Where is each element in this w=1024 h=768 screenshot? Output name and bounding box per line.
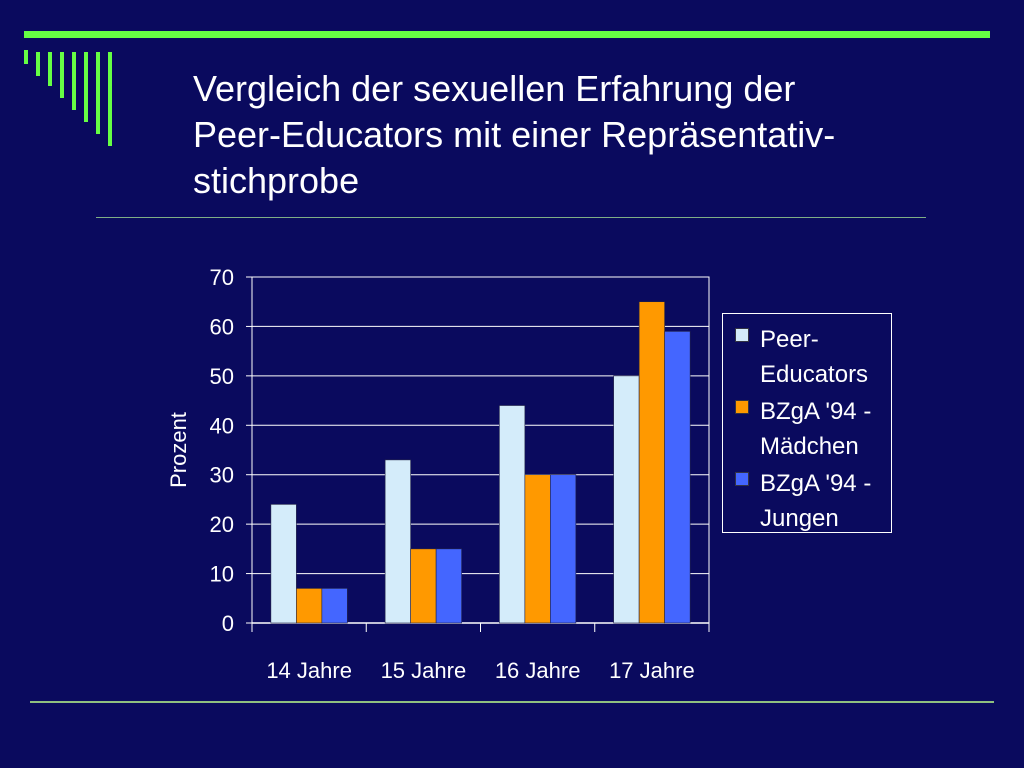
x-tick-label-1: 15 Jahre (381, 658, 467, 683)
y-tick-label-50: 50 (210, 364, 234, 389)
y-tick-label-40: 40 (210, 413, 234, 438)
legend-label-peer-educators: Peer-Educators (760, 326, 869, 388)
bar-s1-c1 (410, 548, 437, 624)
y-tick-label-20: 20 (210, 512, 234, 537)
chart-legend: Peer-Educators BZgA '94 - Mädchen BZgA '… (722, 313, 892, 533)
legend-label-bzga-jungen: BZgA '94 - Jungen (760, 470, 872, 532)
x-tick-label-3: 17 Jahre (609, 658, 695, 683)
x-tick-label-0: 14 Jahre (266, 658, 352, 683)
y-tick-label-30: 30 (210, 463, 234, 488)
bar-s1-c3 (638, 301, 665, 624)
title-line-3: stichprobe (193, 160, 360, 201)
bar-s2-c1 (435, 548, 462, 624)
y-tick-label-60: 60 (210, 314, 234, 339)
bar-s0-c0 (270, 504, 297, 624)
bar-s0-c1 (384, 459, 411, 624)
y-tick-label-0: 0 (222, 611, 234, 636)
bar-s1-c2 (524, 474, 551, 624)
y-tick-label-70: 70 (210, 265, 234, 290)
stripe-1 (24, 50, 28, 64)
bar-s2-c2 (550, 474, 577, 624)
title-line-2: Peer-Educators mit einer Repräsentativ- (193, 114, 836, 155)
stripe-2 (36, 52, 40, 76)
bar-s2-c3 (664, 331, 691, 624)
bar-s0-c3 (613, 375, 640, 624)
x-tick-label-2: 16 Jahre (495, 658, 581, 683)
y-axis-label: Prozent (166, 412, 191, 488)
stripe-3 (48, 52, 52, 86)
decorative-stripes (24, 50, 112, 146)
stripe-8 (108, 52, 112, 146)
bar-s2-c0 (321, 588, 348, 624)
stripe-5 (72, 52, 76, 110)
bar-s0-c2 (499, 405, 526, 624)
legend-label-bzga-maedchen: BZgA '94 - Mädchen (760, 398, 872, 460)
legend-swatch-bzga-jungen (735, 472, 749, 486)
title-line-1: Vergleich der sexuellen Erfahrung der (193, 68, 796, 109)
top-accent-bar (24, 31, 990, 38)
y-tick-label-10: 10 (210, 562, 234, 587)
bottom-divider (30, 701, 994, 703)
slide-title: Vergleich der sexuellen Erfahrung der Pe… (193, 66, 983, 204)
stripe-4 (60, 52, 64, 98)
stripe-6 (84, 52, 88, 122)
stripe-7 (96, 52, 100, 134)
title-divider (96, 217, 926, 218)
bar-s1-c0 (296, 588, 323, 624)
legend-swatch-bzga-maedchen (735, 400, 749, 414)
legend-swatch-peer-educators (735, 328, 749, 342)
